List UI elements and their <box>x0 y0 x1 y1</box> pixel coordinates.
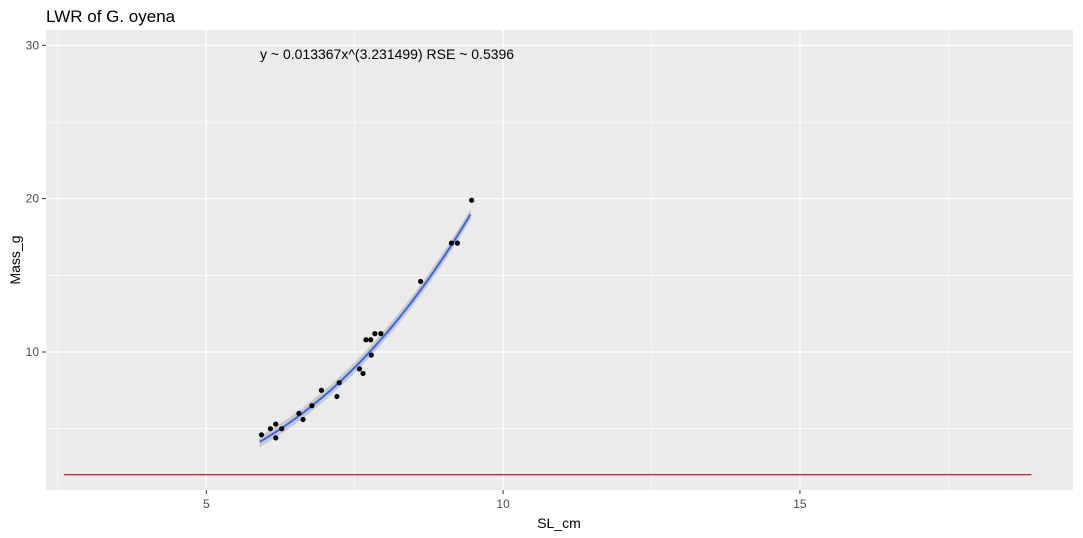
x-tick-label: 5 <box>203 497 210 511</box>
data-point <box>336 380 342 386</box>
fit-equation-annotation: y ~ 0.013367x^(3.231499) RSE ~ 0.5396 <box>260 46 514 62</box>
data-point <box>309 403 315 409</box>
data-point <box>273 435 279 441</box>
data-point <box>378 331 384 337</box>
fit-curve <box>259 213 472 443</box>
x-axis-title: SL_cm <box>537 515 581 531</box>
x-axis-ticks: 5 10 15 <box>203 490 807 511</box>
grid-major <box>46 30 1073 490</box>
data-point <box>334 393 340 400</box>
data-point <box>363 337 369 343</box>
grid-minor <box>46 30 1073 490</box>
data-point <box>454 240 460 246</box>
data-points <box>258 197 475 441</box>
data-point <box>469 197 475 203</box>
data-point <box>448 240 455 246</box>
chart-title: LWR of G. oyena <box>46 7 176 26</box>
y-tick-label: 10 <box>26 345 40 359</box>
y-tick-label: 30 <box>26 38 40 52</box>
plot-panel <box>46 30 1073 490</box>
data-point <box>296 410 302 416</box>
x-tick-label: 15 <box>793 497 807 511</box>
data-point <box>300 416 306 423</box>
data-point <box>356 366 363 372</box>
fit-curve-layer <box>259 213 472 443</box>
data-point <box>372 331 378 337</box>
data-point <box>258 432 265 438</box>
fit-confidence-band <box>259 209 471 448</box>
data-point <box>360 370 366 377</box>
data-point <box>273 421 279 427</box>
x-tick-label: 10 <box>496 497 510 511</box>
y-tick-label: 20 <box>26 192 40 206</box>
y-axis-title: Mass_g <box>7 235 23 284</box>
data-point <box>279 426 285 432</box>
data-point <box>318 387 325 393</box>
data-point <box>267 426 273 432</box>
data-point <box>368 337 374 343</box>
y-axis-ticks: 10 20 30 <box>26 38 46 359</box>
data-point <box>368 352 374 358</box>
data-point <box>417 278 424 285</box>
fit-confidence-band-layer <box>259 209 471 448</box>
